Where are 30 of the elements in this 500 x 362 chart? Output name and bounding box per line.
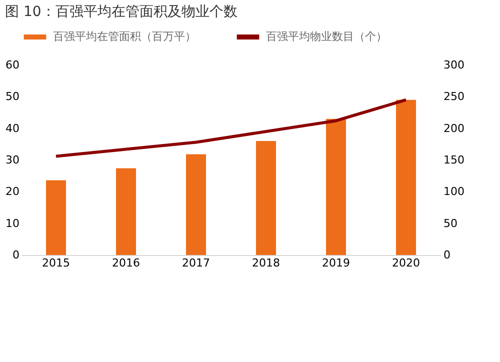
bar xyxy=(186,154,206,255)
y2-tick-label: 100 xyxy=(444,185,464,198)
bar xyxy=(116,168,136,255)
y-tick-label: 40 xyxy=(6,122,20,135)
x-tick-label: 2019 xyxy=(322,256,350,270)
y2-tick-label: 50 xyxy=(444,216,458,230)
x-tick-label: 2016 xyxy=(112,256,140,270)
y-tick-label: 20 xyxy=(6,185,20,198)
x-tick-label: 2017 xyxy=(182,256,210,270)
y-tick-label: 50 xyxy=(6,90,20,104)
bar xyxy=(46,180,66,255)
y2-tick-label: 200 xyxy=(444,122,464,135)
y-tick-label: 0 xyxy=(12,248,20,262)
line-series xyxy=(54,98,408,158)
bar xyxy=(326,118,346,255)
y2-tick-label: 250 xyxy=(444,90,464,104)
y2-tick-label: 300 xyxy=(444,58,464,72)
legend-label: 百强平均在管面积（百万平） xyxy=(53,30,196,43)
x-tick-label: 2020 xyxy=(392,256,420,270)
bar xyxy=(256,141,276,255)
bar xyxy=(396,100,416,255)
x-tick-label: 2018 xyxy=(252,256,280,270)
y-tick-label: 10 xyxy=(6,216,20,230)
y-tick-label: 60 xyxy=(6,58,20,72)
legend-label: 百强平均物业数目（个） xyxy=(266,30,387,43)
y-tick-label: 30 xyxy=(6,154,20,166)
y2-tick-label: 0 xyxy=(444,248,450,262)
y2-tick-label: 150 xyxy=(444,154,464,166)
chart-title: 图 10：百强平均在管面积及物业个数 xyxy=(5,4,238,20)
x-tick-label: 2015 xyxy=(42,256,70,270)
